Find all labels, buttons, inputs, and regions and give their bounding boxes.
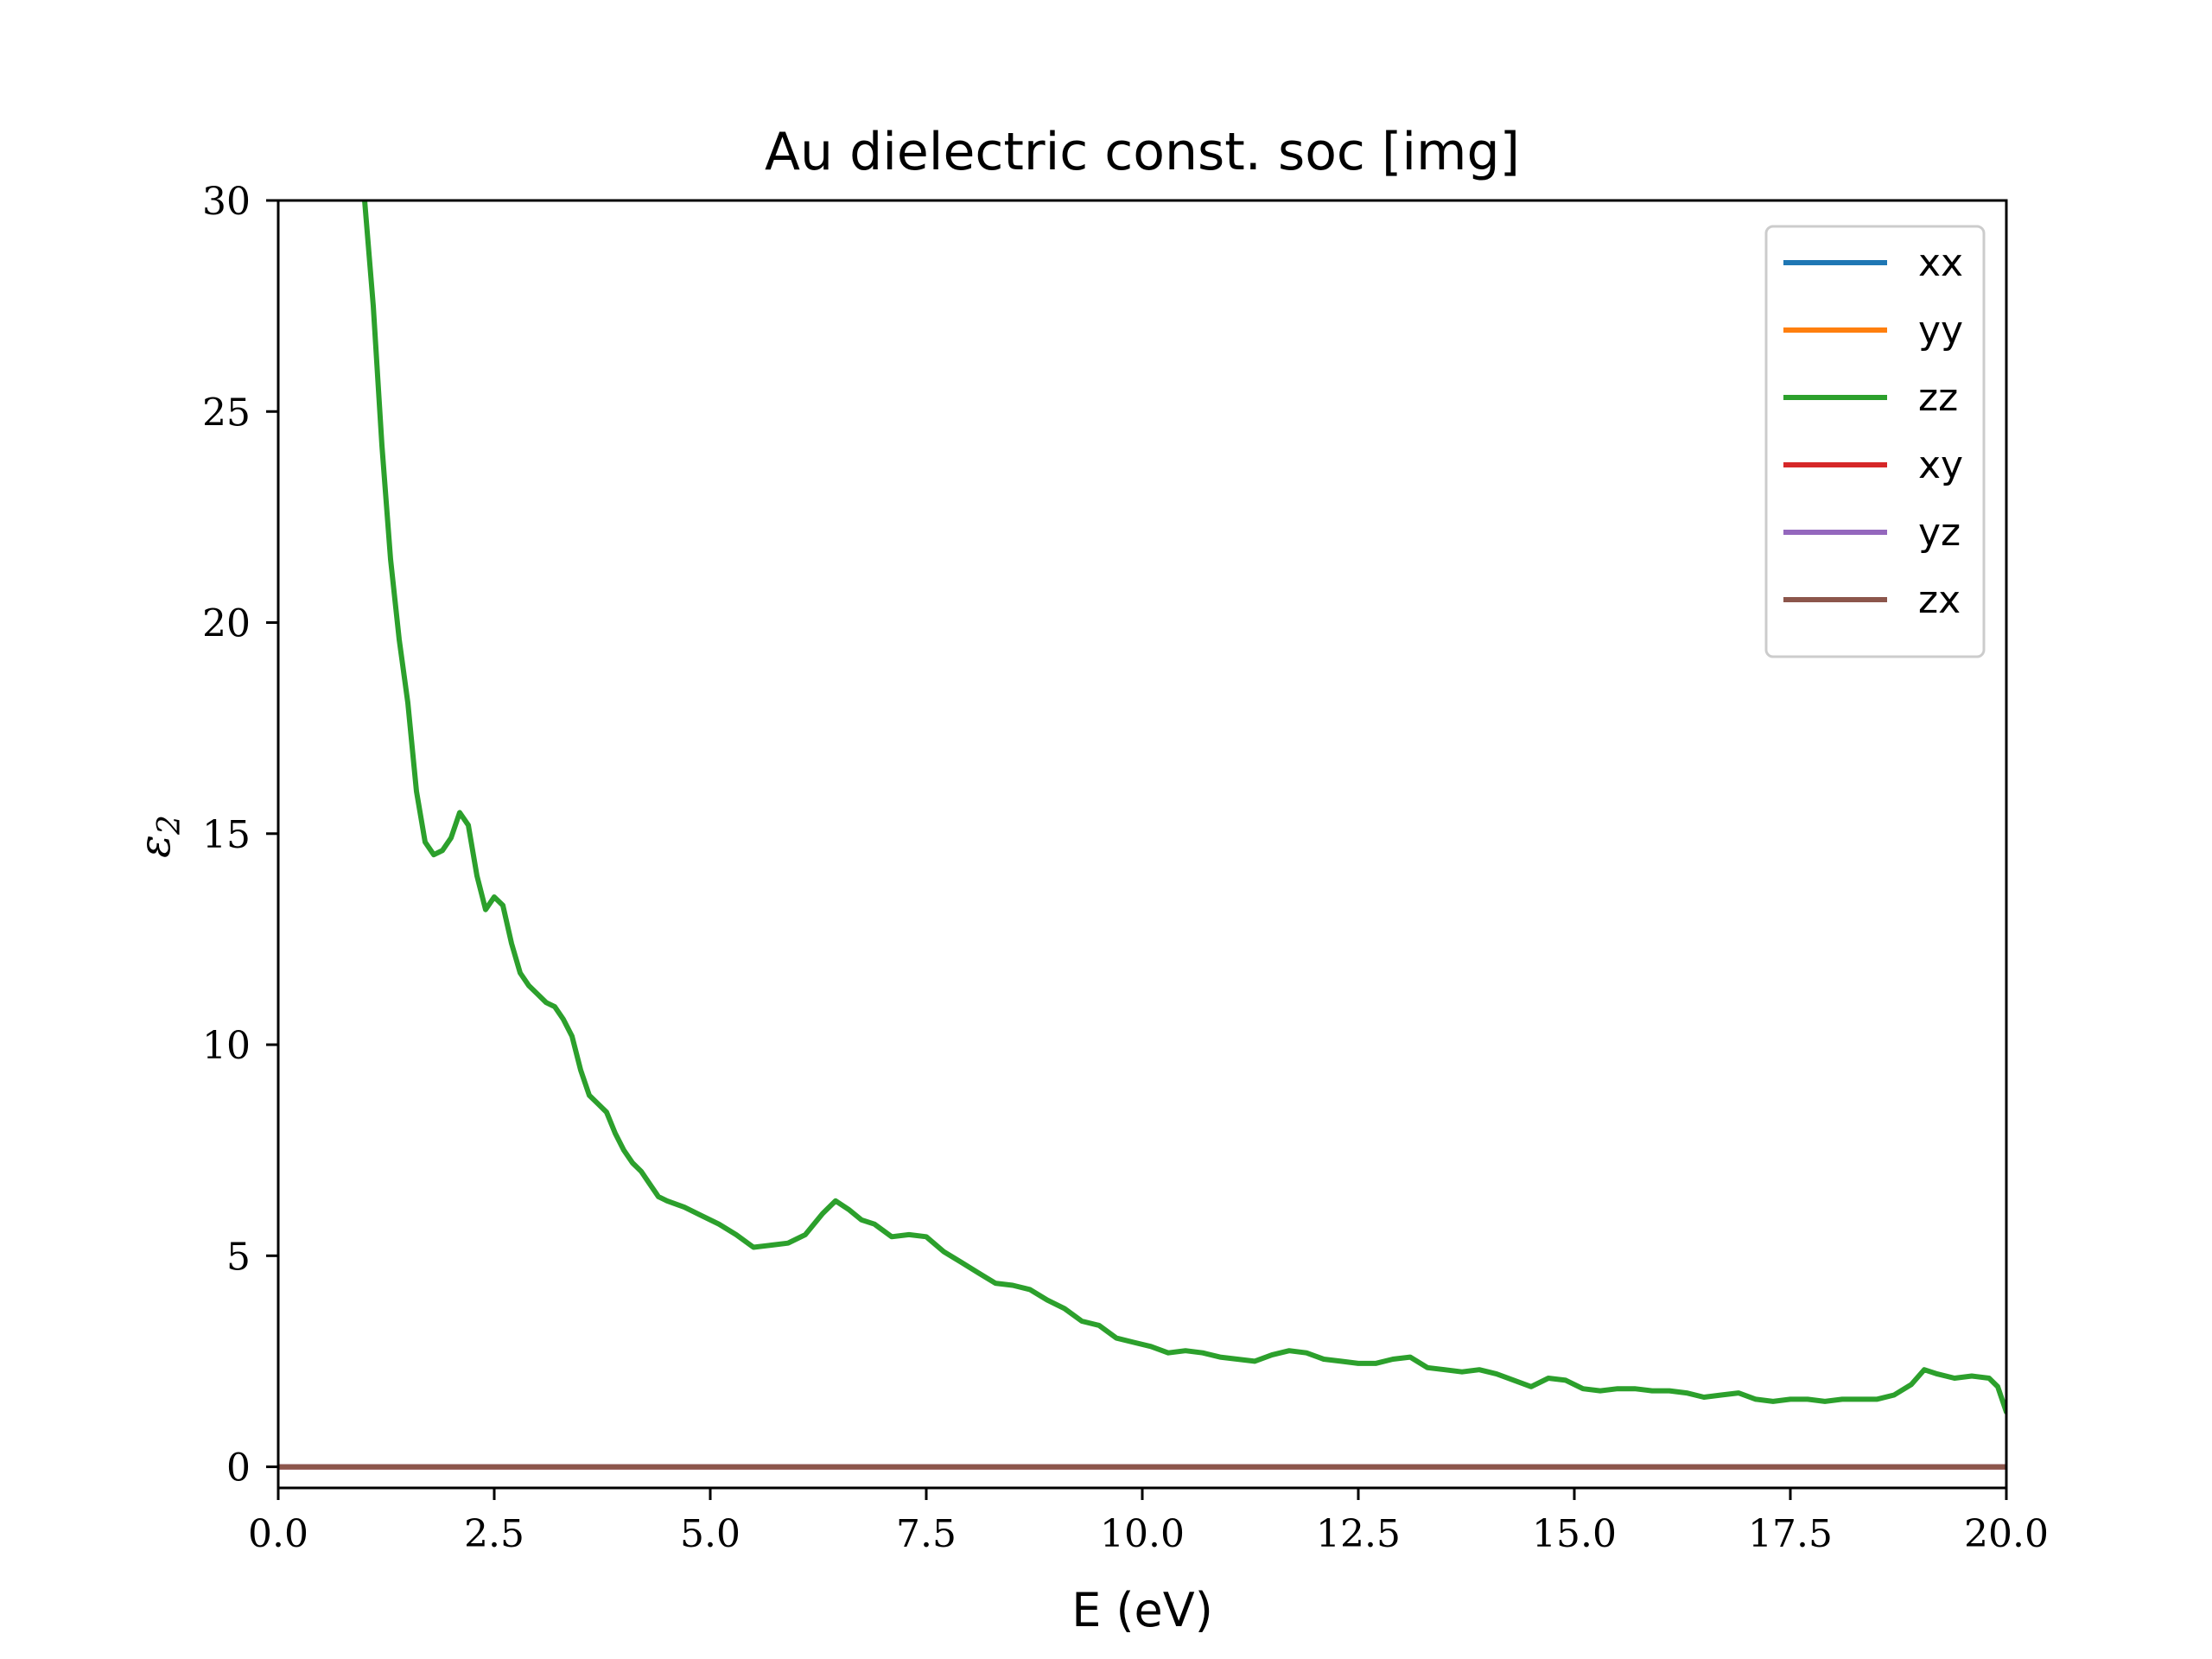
x-tick-label: 0.0 (248, 1512, 308, 1556)
x-tick-label: 20.0 (1964, 1512, 2049, 1556)
svg-text:ε2: ε2 (130, 815, 188, 858)
x-axis-label: E (eV) (1071, 1583, 1213, 1637)
legend-label-yz: yz (1918, 511, 1961, 555)
x-tick-label: 5.0 (680, 1512, 741, 1556)
legend: xx yy zz xy yz zx (1764, 225, 1986, 658)
y-tick-label: 20 (202, 602, 251, 646)
legend-box (1764, 225, 1986, 658)
legend-label-zz: zz (1918, 376, 1958, 420)
series-line-zz (362, 200, 2006, 1415)
x-tick-label: 15.0 (1532, 1512, 1617, 1556)
chart-title: Au dielectric const. soc [img] (765, 122, 1520, 182)
y-tick-label: 25 (202, 391, 251, 435)
y-tick-label: 30 (202, 180, 251, 224)
plot-border (276, 199, 2008, 1490)
x-tick-label: 10.0 (1100, 1512, 1185, 1556)
x-tick-label: 12.5 (1316, 1512, 1401, 1556)
plot-area (278, 200, 2006, 1470)
y-axis-label-symbol: ε (130, 835, 180, 858)
x-axis: 0.0 2.5 5.0 7.5 10.0 12.5 15.0 17.5 20.0 (248, 1488, 2049, 1556)
y-tick-label: 10 (202, 1024, 251, 1068)
legend-label-zx: zx (1918, 578, 1961, 622)
y-axis: 0 5 10 15 20 25 30 (202, 180, 278, 1491)
y-axis-label-subscript: 2 (152, 815, 188, 836)
y-tick-label: 0 (226, 1446, 251, 1491)
legend-label-yy: yy (1918, 308, 1963, 353)
y-axis-label: ε2 (130, 815, 188, 858)
legend-label-xx: xx (1918, 241, 1963, 285)
y-tick-label: 5 (226, 1235, 251, 1279)
x-tick-label: 2.5 (464, 1512, 524, 1556)
legend-label-xy: xy (1918, 443, 1963, 487)
x-tick-label: 7.5 (896, 1512, 957, 1556)
plot-frame (276, 199, 2008, 1490)
y-tick-label: 15 (202, 813, 251, 857)
x-tick-label: 17.5 (1748, 1512, 1833, 1556)
